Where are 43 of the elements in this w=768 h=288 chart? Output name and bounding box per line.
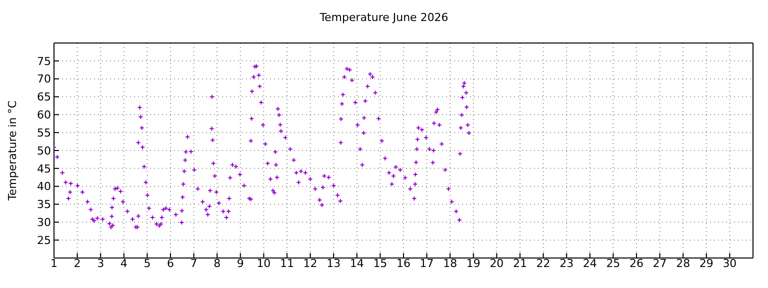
x-tick-label: 5 — [144, 256, 151, 270]
x-tick-label: 11 — [280, 256, 294, 270]
y-tick-label: 35 — [37, 198, 51, 212]
y-tick-label: 75 — [37, 54, 51, 68]
chart-title: Temperature June 2026 — [318, 10, 450, 26]
x-tick-label: 23 — [560, 256, 574, 270]
x-tick-label: 1 — [50, 256, 58, 270]
x-tick-label: 26 — [630, 256, 644, 270]
x-tick-label: 16 — [396, 256, 410, 270]
x-tick-label: 18 — [443, 256, 458, 270]
x-tick-label: 27 — [652, 256, 667, 270]
y-tick-label: 25 — [37, 234, 51, 247]
y-tick-label: 65 — [37, 90, 51, 104]
x-tick-label: 15 — [373, 256, 388, 270]
x-tick-label: 8 — [214, 256, 221, 270]
x-tick-label: 14 — [350, 256, 364, 270]
x-tick-label: 17 — [420, 256, 434, 270]
y-tick-label: 45 — [37, 162, 51, 176]
x-tick-label: 25 — [606, 256, 620, 270]
y-axis-title: Temperature in °C — [6, 100, 19, 202]
x-tick-label: 7 — [190, 256, 198, 270]
y-tick-label: 70 — [37, 72, 51, 86]
x-tick-label: 24 — [582, 256, 597, 270]
y-tick-label: 40 — [37, 180, 51, 194]
x-tick-label: 20 — [490, 256, 504, 270]
x-tick-label: 12 — [303, 256, 318, 270]
x-tick-label: 10 — [256, 256, 271, 270]
x-tick-label: 13 — [326, 256, 341, 270]
x-tick-label: 22 — [536, 256, 550, 270]
x-tick-label: 30 — [722, 256, 737, 270]
y-tick-label: 50 — [37, 144, 51, 158]
x-tick-label: 21 — [513, 256, 527, 270]
y-tick-label: 55 — [37, 126, 51, 140]
x-tick-label: 3 — [97, 256, 104, 270]
y-tick-label: 60 — [37, 108, 51, 122]
x-tick-label: 19 — [466, 256, 480, 270]
x-tick-label: 29 — [699, 256, 714, 270]
x-tick-label: 9 — [236, 256, 244, 270]
x-tick-label: 6 — [167, 256, 174, 270]
x-tick-label: 4 — [120, 256, 128, 270]
y-tick-label: 30 — [37, 216, 51, 230]
x-tick-label: 28 — [676, 256, 690, 270]
x-tick-label: 2 — [74, 256, 81, 270]
